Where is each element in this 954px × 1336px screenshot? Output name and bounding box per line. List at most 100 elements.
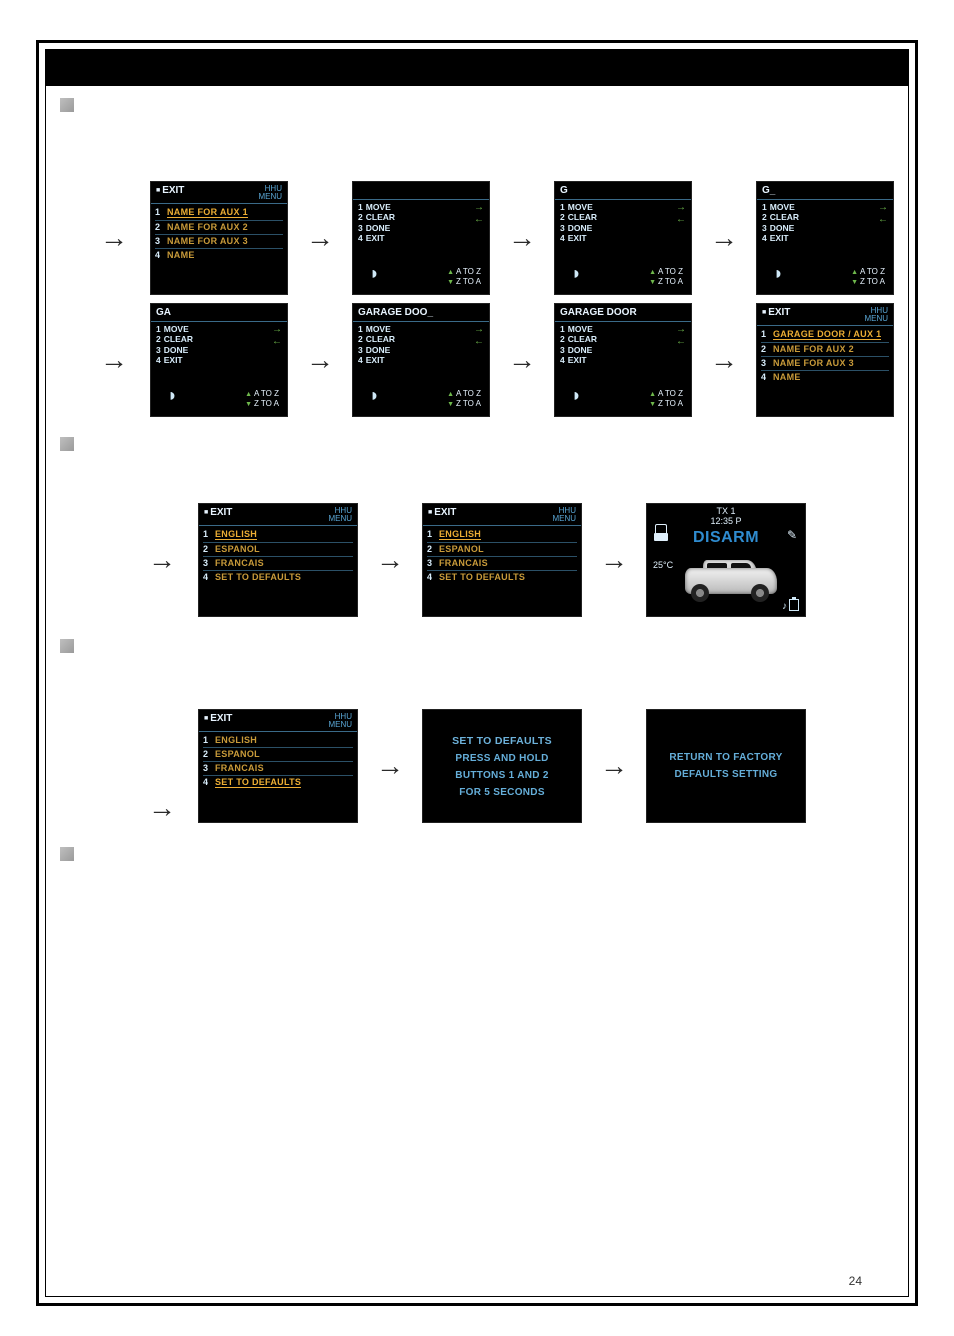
arrow-icon: → <box>600 546 628 574</box>
menu-item: NAME FOR AUX 3 <box>773 358 854 368</box>
aux-name-flow-row2: → GA 1MOVE 2CLEAR 3DONE 4EXIT →← ◗ <box>100 303 894 417</box>
arrow-icon: → <box>376 546 404 574</box>
joystick-icon: ◗ <box>571 386 593 410</box>
arrow-icon: → <box>376 752 404 780</box>
hhu-menu-label: HHUMENU <box>258 185 282 201</box>
exit-label: EXIT <box>428 507 456 518</box>
language-text: ENGLISH, ESPANOL, FRANCAIS: Select the l… <box>82 435 894 489</box>
lcd-lang-2: EXIT HHUMENU 1ENGLISH 2ESPANOL 3FRANCAIS… <box>422 503 582 617</box>
satellite-icon: ✎ <box>787 528 799 540</box>
exit-text: Exit HHU Menu: Display previous menu scr… <box>82 845 894 881</box>
menu-item: ENGLISH <box>215 529 257 540</box>
defaults-flow: → EXIT HHUMENU 1ENGLISH 2ESPANOL 3FRANCA… <box>60 709 894 823</box>
menu-item: ESPANOL <box>215 749 260 759</box>
menu-item: GARAGE DOOR / AUX 1 <box>773 329 881 340</box>
menu-item: NAME <box>773 372 801 382</box>
msg-line: FOR 5 SECONDS <box>459 787 545 798</box>
menu-item: ENGLISH <box>439 529 481 540</box>
menu-item: FRANCAIS <box>439 558 488 568</box>
header-black-band <box>46 50 908 86</box>
arrow-icon: → <box>508 224 536 252</box>
lcd-entry-g: G 1MOVE 2CLEAR 3DONE 4EXIT →← ◗ A TO Z <box>554 181 692 295</box>
entry-text: G <box>555 182 691 200</box>
status-tx: TX 1 <box>716 506 735 516</box>
arrow-icon: → <box>710 346 738 374</box>
exit-label: EXIT <box>156 185 184 196</box>
bullet-icon <box>60 98 74 112</box>
arrow-icon: → <box>100 346 128 374</box>
section-exit: Exit HHU Menu: Display previous menu scr… <box>60 845 894 881</box>
msg-title: SET TO DEFAULTS <box>452 735 552 747</box>
arrow-icon: → <box>710 224 738 252</box>
lcd-status-screen: TX 1 12:35 P DISARM ✎ 25°C ♪ <box>646 503 806 617</box>
battery-icon <box>789 599 799 611</box>
aux-name-flow-row1: → EXIT HHUMENU 1NAME FOR AUX 1 2NAME FOR… <box>100 181 894 295</box>
entry-text <box>353 182 489 200</box>
car-icon <box>677 560 787 602</box>
menu-item: NAME FOR AUX 2 <box>773 344 854 354</box>
lcd-entry-ga: GA 1MOVE 2CLEAR 3DONE 4EXIT →← ◗ A TO Z <box>150 303 288 417</box>
page-number: 24 <box>849 1274 862 1288</box>
menu-item: NAME FOR AUX 2 <box>167 222 248 232</box>
lcd-return-factory: RETURN TO FACTORY DEFAULTS SETTING <box>646 709 806 823</box>
menu-item: FRANCAIS <box>215 763 264 773</box>
hhu-menu-label: HHUMENU <box>552 507 576 523</box>
status-temp: 25°C <box>653 560 673 570</box>
bullet-icon <box>60 847 74 861</box>
menu-item: FRANCAIS <box>215 558 264 568</box>
joystick-icon: ◗ <box>369 386 391 410</box>
menu-item: SET TO DEFAULTS <box>215 777 301 788</box>
section-language: ENGLISH, ESPANOL, FRANCAIS: Select the l… <box>60 435 894 489</box>
msg-line: PRESS AND HOLD <box>455 753 548 764</box>
arrow-icon: → <box>306 346 334 374</box>
joystick-icon: ◗ <box>369 264 391 288</box>
arrow-icon: → <box>100 224 128 252</box>
exit-label: EXIT <box>762 307 790 318</box>
aux-name-text: Move the toggle switch up or down until … <box>82 96 894 169</box>
lcd-aux-list: EXIT HHUMENU 1NAME FOR AUX 1 2NAME FOR A… <box>150 181 288 295</box>
lcd-defaults-confirm: SET TO DEFAULTS PRESS AND HOLD BUTTONS 1… <box>422 709 582 823</box>
menu-item: ESPANOL <box>439 544 484 554</box>
exit-label: EXIT <box>204 507 232 518</box>
entry-text: GARAGE DOO_ <box>353 304 489 322</box>
hhu-menu-label: HHUMENU <box>328 507 352 523</box>
entry-text: GA <box>151 304 287 322</box>
note-icon: ♪ <box>782 601 787 612</box>
menu-item: SET TO DEFAULTS <box>439 572 525 582</box>
joystick-icon: ◗ <box>167 386 189 410</box>
lcd-lang-1: EXIT HHUMENU 1ENGLISH 2ESPANOL 3FRANCAIS… <box>198 503 358 617</box>
status-disarm: DISARM <box>647 529 805 547</box>
menu-item: SET TO DEFAULTS <box>215 572 301 582</box>
arrow-icon: → <box>600 752 628 780</box>
lock-icon <box>655 524 667 537</box>
language-flow: → EXIT HHUMENU 1ENGLISH 2ESPANOL 3FRANCA… <box>60 503 894 617</box>
msg-line: DEFAULTS SETTING <box>675 769 778 780</box>
arrow-icon: → <box>148 546 176 574</box>
section-aux-name: Move the toggle switch up or down until … <box>60 96 894 169</box>
menu-item: NAME <box>167 250 195 260</box>
status-time: 12:35 P <box>710 516 741 526</box>
lcd-entry-garage-door: GARAGE DOOR 1MOVE 2CLEAR 3DONE 4EXIT →← … <box>554 303 692 417</box>
lcd-entry-g2: G_ 1MOVE 2CLEAR 3DONE 4EXIT →← ◗ A TO Z <box>756 181 894 295</box>
lcd-entry-garage-doo: GARAGE DOO_ 1MOVE 2CLEAR 3DONE 4EXIT →← … <box>352 303 490 417</box>
menu-item: NAME FOR AUX 1 <box>167 207 248 218</box>
lcd-defaults-menu: EXIT HHUMENU 1ENGLISH 2ESPANOL 3FRANCAIS… <box>198 709 358 823</box>
msg-line: RETURN TO FACTORY <box>669 752 782 763</box>
joystick-icon: ◗ <box>773 264 795 288</box>
joystick-icon: ◗ <box>571 264 593 288</box>
menu-item: ESPANOL <box>215 544 260 554</box>
lcd-final-aux-list: EXIT HHUMENU 1GARAGE DOOR / AUX 1 2NAME … <box>756 303 894 417</box>
arrow-icon: → <box>306 224 334 252</box>
section-defaults: SET TO DEFAULTS: Returns the transmitter… <box>60 637 894 691</box>
defaults-text: SET TO DEFAULTS: Returns the transmitter… <box>82 637 894 691</box>
entry-text: GARAGE DOOR <box>555 304 691 322</box>
entry-text: G_ <box>757 182 893 200</box>
exit-label: EXIT <box>204 713 232 724</box>
arrow-icon: → <box>148 794 176 822</box>
lcd-entry-blank: 1MOVE 2CLEAR 3DONE 4EXIT →← ◗ A TO Z Z T… <box>352 181 490 295</box>
menu-item: ENGLISH <box>215 735 257 745</box>
menu-item: NAME FOR AUX 3 <box>167 236 248 246</box>
bullet-icon <box>60 437 74 451</box>
hhu-menu-label: HHUMENU <box>328 713 352 729</box>
hhu-menu-label: HHUMENU <box>864 307 888 323</box>
